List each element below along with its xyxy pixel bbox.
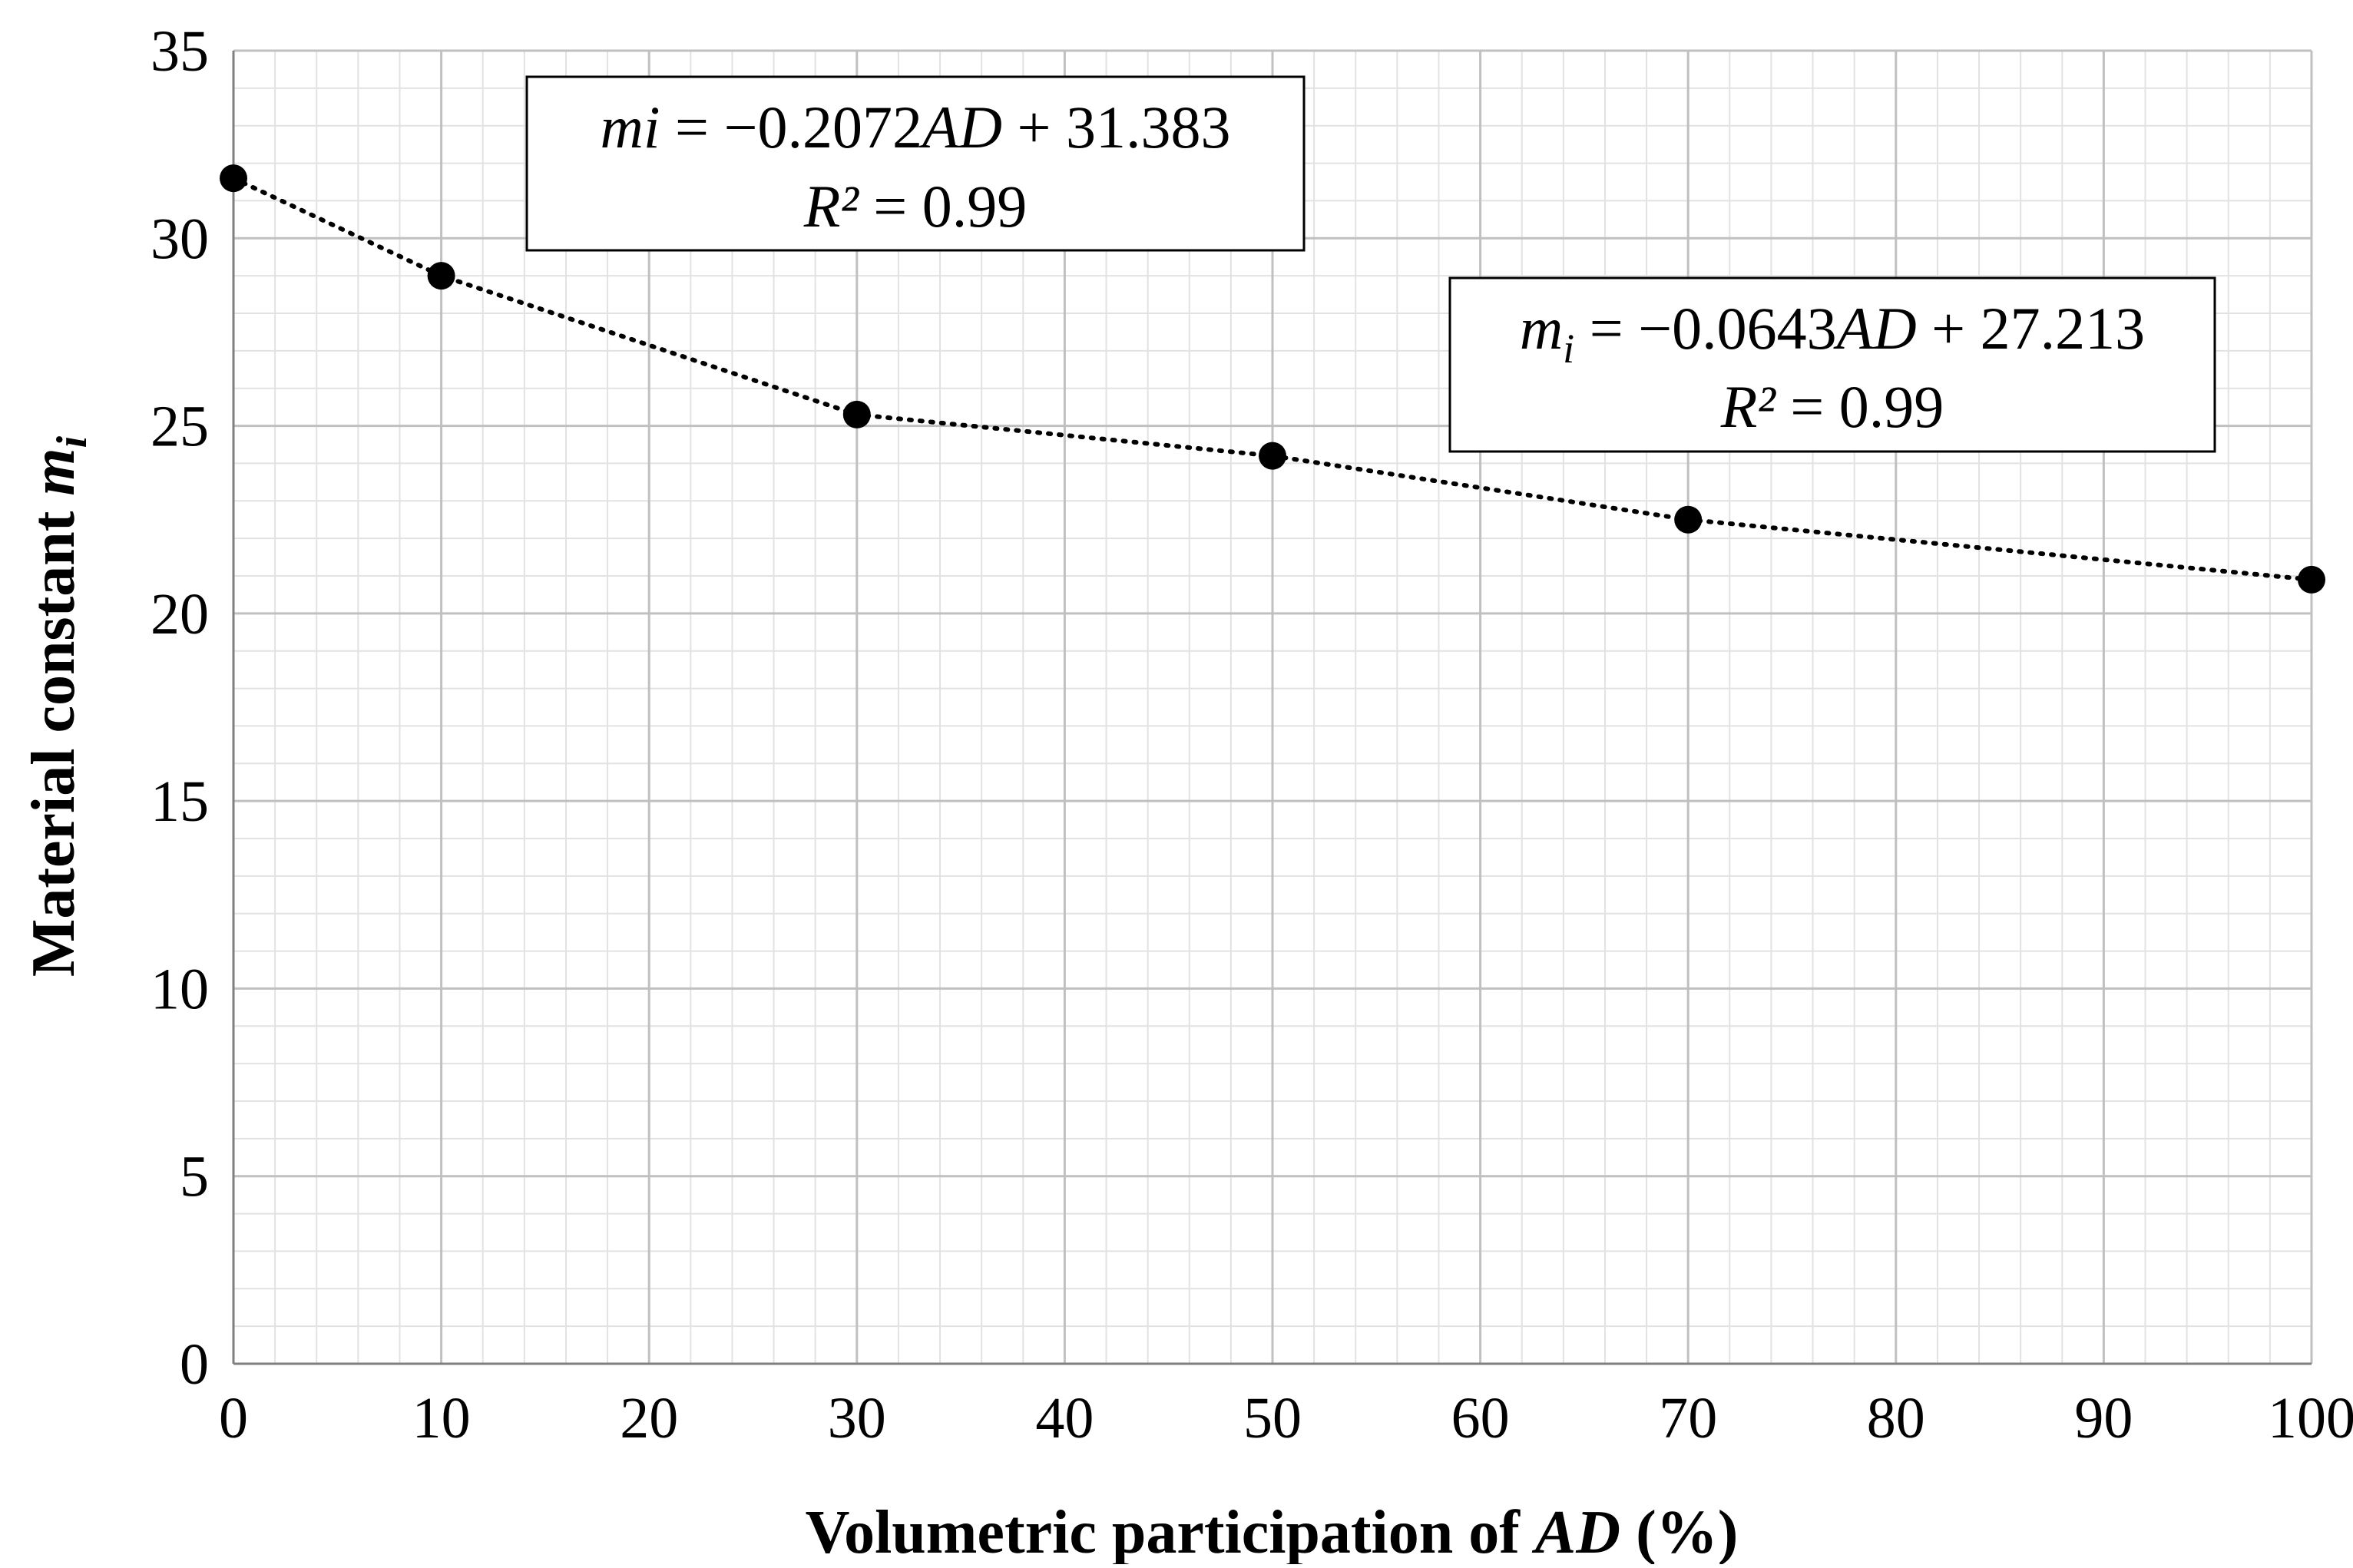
equation-box-2: mi = −0.0643AD + 27.213 R² = 0.99 — [1448, 276, 2216, 453]
equation-box-2-frame — [1448, 276, 2216, 453]
x-tick-label: 50 — [1243, 1386, 1302, 1451]
x-tick-label: 0 — [219, 1386, 248, 1451]
x-tick-label: 40 — [1035, 1386, 1094, 1451]
equation-2-line1: mi = −0.0643AD + 27.213 — [1520, 295, 2145, 372]
data-point — [1674, 505, 1703, 534]
y-tick-label: 10 — [151, 957, 209, 1021]
y-tick-label: 0 — [180, 1332, 209, 1397]
data-points — [220, 164, 2325, 594]
y-tick-label: 5 — [180, 1145, 209, 1209]
x-tick-labels: 0 10 20 30 40 50 60 70 80 90 100 — [219, 1386, 2353, 1451]
data-point — [427, 262, 455, 290]
data-point — [1259, 442, 1286, 470]
x-tick-label: 70 — [1659, 1386, 1717, 1451]
y-tick-label: 15 — [151, 769, 209, 834]
grid-minor — [233, 51, 2312, 1364]
y-tick-label: 25 — [151, 395, 209, 459]
equation-box-1-frame — [525, 75, 1306, 252]
equation-1-line1: mi = −0.2072AD + 31.383 — [601, 94, 1231, 160]
x-tick-label: 100 — [2268, 1386, 2353, 1451]
x-tick-label: 20 — [620, 1386, 678, 1451]
y-tick-label: 30 — [151, 207, 209, 271]
x-tick-label: 90 — [2074, 1386, 2133, 1451]
trendline — [231, 176, 2314, 582]
x-tick-label: 60 — [1451, 1386, 1510, 1451]
data-point — [842, 400, 871, 428]
data-point — [2298, 565, 2325, 594]
x-tick-label: 10 — [412, 1386, 471, 1451]
x-tick-label: 30 — [828, 1386, 886, 1451]
trendline-dotted — [231, 176, 2314, 582]
y-tick-labels: 0 5 10 15 20 25 30 35 — [151, 19, 209, 1397]
y-tick-label: 20 — [151, 582, 209, 647]
equation-2-line2: R² = 0.99 — [1720, 373, 1944, 440]
equation-1-line2: R² = 0.99 — [803, 173, 1028, 240]
axes — [232, 51, 2312, 1365]
y-axis-title: Material constant mi — [20, 435, 96, 977]
data-point — [220, 164, 247, 193]
x-axis-title: Volumetric participation of AD (%) — [806, 1499, 1739, 1564]
y-tick-label: 35 — [151, 19, 209, 84]
equation-box-1: mi = −0.2072AD + 31.383 R² = 0.99 — [525, 75, 1306, 252]
x-tick-label: 80 — [1867, 1386, 1925, 1451]
